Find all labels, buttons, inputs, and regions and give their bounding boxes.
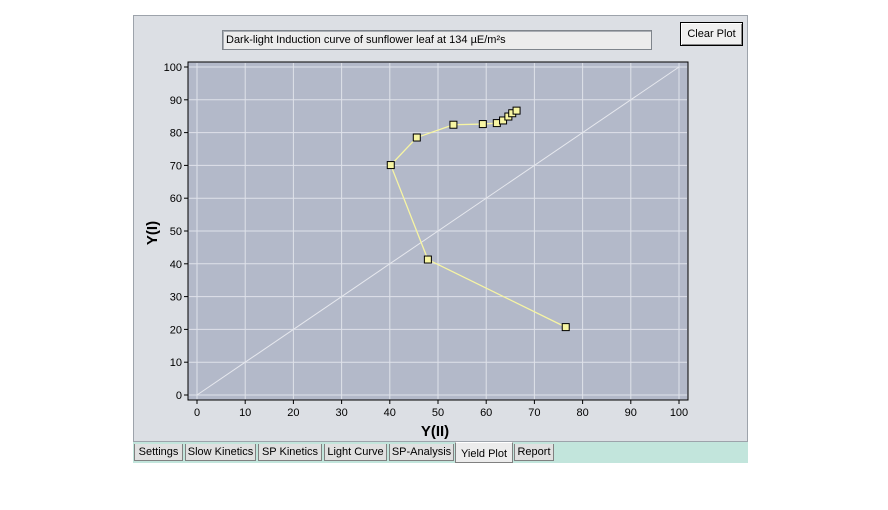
y-tick-label: 20 [170, 324, 182, 336]
data-point [412, 133, 421, 142]
x-axis-label: Y(II) [421, 423, 449, 440]
y-tick-label: 70 [170, 160, 182, 172]
x-tick-label: 0 [194, 407, 200, 419]
x-tick-label: 70 [528, 407, 540, 419]
tab-report[interactable]: Report [514, 444, 554, 461]
x-tick-label: 50 [432, 407, 444, 419]
data-point [561, 323, 570, 332]
x-tick-label: 40 [384, 407, 396, 419]
tab-slow-kinetics[interactable]: Slow Kinetics [185, 444, 256, 461]
y-tick-label: 40 [170, 259, 182, 271]
y-tick-label: 10 [170, 357, 182, 369]
tab-sp-kinetics[interactable]: SP Kinetics [258, 444, 322, 461]
data-point [449, 120, 458, 129]
x-tick-label: 80 [576, 407, 588, 419]
data-point [423, 255, 432, 264]
data-point [512, 106, 521, 115]
tab-sp-analysis[interactable]: SP-Analysis [389, 444, 454, 461]
tab-bar: Settings Slow Kinetics SP Kinetics Light… [133, 442, 748, 463]
x-tick-label: 100 [670, 407, 688, 419]
x-tick-label: 20 [287, 407, 299, 419]
y-tick-label: 60 [170, 193, 182, 205]
y-tick-label: 50 [170, 226, 182, 238]
diagonal-reference-line [196, 66, 680, 396]
x-tick-label: 10 [239, 407, 251, 419]
data-point [386, 161, 395, 170]
clear-plot-button[interactable]: Clear Plot [680, 22, 743, 46]
yield-plot-panel: Dark-light Induction curve of sunflower … [133, 15, 748, 442]
y-tick-label: 80 [170, 128, 182, 140]
tab-settings[interactable]: Settings [134, 444, 183, 461]
x-tick-label: 30 [335, 407, 347, 419]
x-tick-label: 60 [480, 407, 492, 419]
y-tick-label: 30 [170, 292, 182, 304]
x-tick-label: 90 [625, 407, 637, 419]
y-tick-label: 0 [176, 390, 182, 402]
yield-plot-chart: 0 10 20 30 40 50 60 70 80 90 100 0 10 20 30 40 50 60 70 80 9… [144, 61, 689, 440]
tab-yield-plot[interactable]: Yield Plot [455, 442, 513, 463]
plot-title-field[interactable]: Dark-light Induction curve of sunflower … [222, 30, 652, 50]
data-point [478, 120, 487, 129]
tab-light-curve[interactable]: Light Curve [324, 444, 387, 461]
y-tick-label: 100 [164, 62, 182, 74]
y-tick-label: 90 [170, 95, 182, 107]
y-axis-label: Y(I) [144, 221, 161, 245]
